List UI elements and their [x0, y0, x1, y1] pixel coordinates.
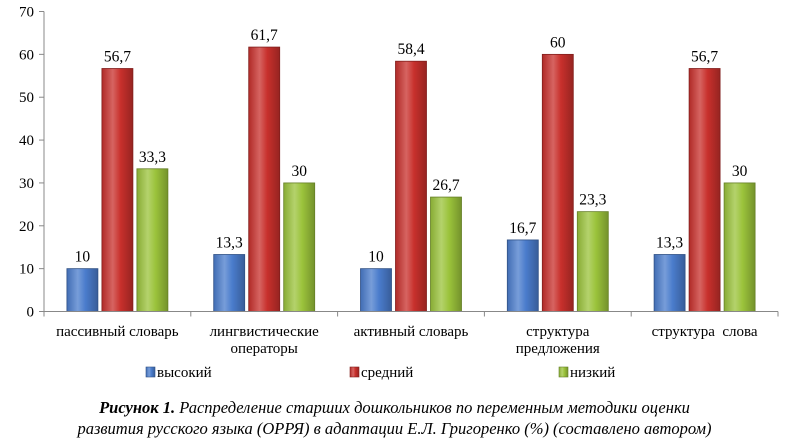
caption-label: Рисунок 1. — [99, 398, 176, 417]
y-tick-label: 70 — [19, 5, 34, 21]
data-label: 13,3 — [656, 235, 683, 252]
legend-swatch-средний — [349, 366, 360, 378]
bar-средний — [541, 53, 574, 312]
data-label: 58,4 — [397, 41, 424, 58]
y-tick-label: 30 — [19, 176, 34, 192]
legend-label: высокий — [157, 365, 212, 381]
data-label: 61,7 — [251, 27, 278, 44]
data-label: 10 — [75, 249, 91, 266]
data-label: 33,3 — [139, 149, 166, 166]
bar-высокий — [653, 254, 686, 312]
figure-caption: Рисунок 1. Распределение старших дошколь… — [0, 397, 789, 439]
bar-низкий — [430, 196, 462, 312]
bar-средний — [688, 68, 721, 312]
x-tick-label: операторы — [231, 341, 298, 357]
bar-средний — [395, 60, 427, 312]
bar-средний — [101, 68, 134, 312]
bar-низкий — [723, 182, 756, 312]
bar-высокий — [66, 268, 99, 312]
data-label: 30 — [291, 163, 307, 180]
bar-низкий — [136, 168, 169, 312]
bar-высокий — [360, 268, 392, 312]
data-label: 13,3 — [216, 235, 243, 252]
y-tick-label: 50 — [19, 90, 34, 106]
data-label: 30 — [732, 163, 748, 180]
y-tick-label: 10 — [19, 262, 34, 278]
legend-label: низкий — [570, 365, 615, 381]
bar-низкий — [576, 211, 609, 312]
x-tick-label: лингвистические — [210, 324, 320, 340]
x-tick-label: активный словарь — [354, 324, 469, 340]
y-tick-label: 20 — [19, 219, 34, 235]
data-label: 26,7 — [432, 177, 459, 194]
y-tick-label: 0 — [27, 305, 35, 321]
y-tick-label: 40 — [19, 133, 34, 149]
data-label: 60 — [550, 34, 566, 51]
x-tick-label: структура — [526, 324, 590, 340]
legend-label: средний — [361, 365, 413, 381]
x-tick-label: структура слова — [652, 324, 758, 340]
data-label: 16,7 — [509, 220, 536, 237]
data-label: 23,3 — [579, 192, 606, 209]
data-label: 10 — [368, 249, 384, 266]
bar-низкий — [283, 182, 316, 312]
x-tick-label: пассивный словарь — [56, 324, 179, 340]
bar-chart: 0 10 20 30 40 50 60 70 10 56,7 33,3 пассивный слова… — [19, 5, 779, 381]
data-label: 56,7 — [691, 49, 718, 66]
y-tick-label: 60 — [19, 47, 34, 63]
data-label: 56,7 — [104, 49, 131, 66]
legend-swatch-низкий — [558, 366, 569, 378]
bar-высокий — [506, 239, 539, 312]
caption-line-1: Распределение старших дошкольников по пе… — [179, 398, 690, 417]
legend-swatch-высокий — [145, 366, 156, 378]
bar-высокий — [213, 254, 246, 312]
bar-средний — [248, 46, 281, 312]
x-tick-label: предложения — [516, 341, 600, 357]
caption-line-2: развития русского языка (ОРРЯ) в адаптац… — [77, 419, 712, 438]
